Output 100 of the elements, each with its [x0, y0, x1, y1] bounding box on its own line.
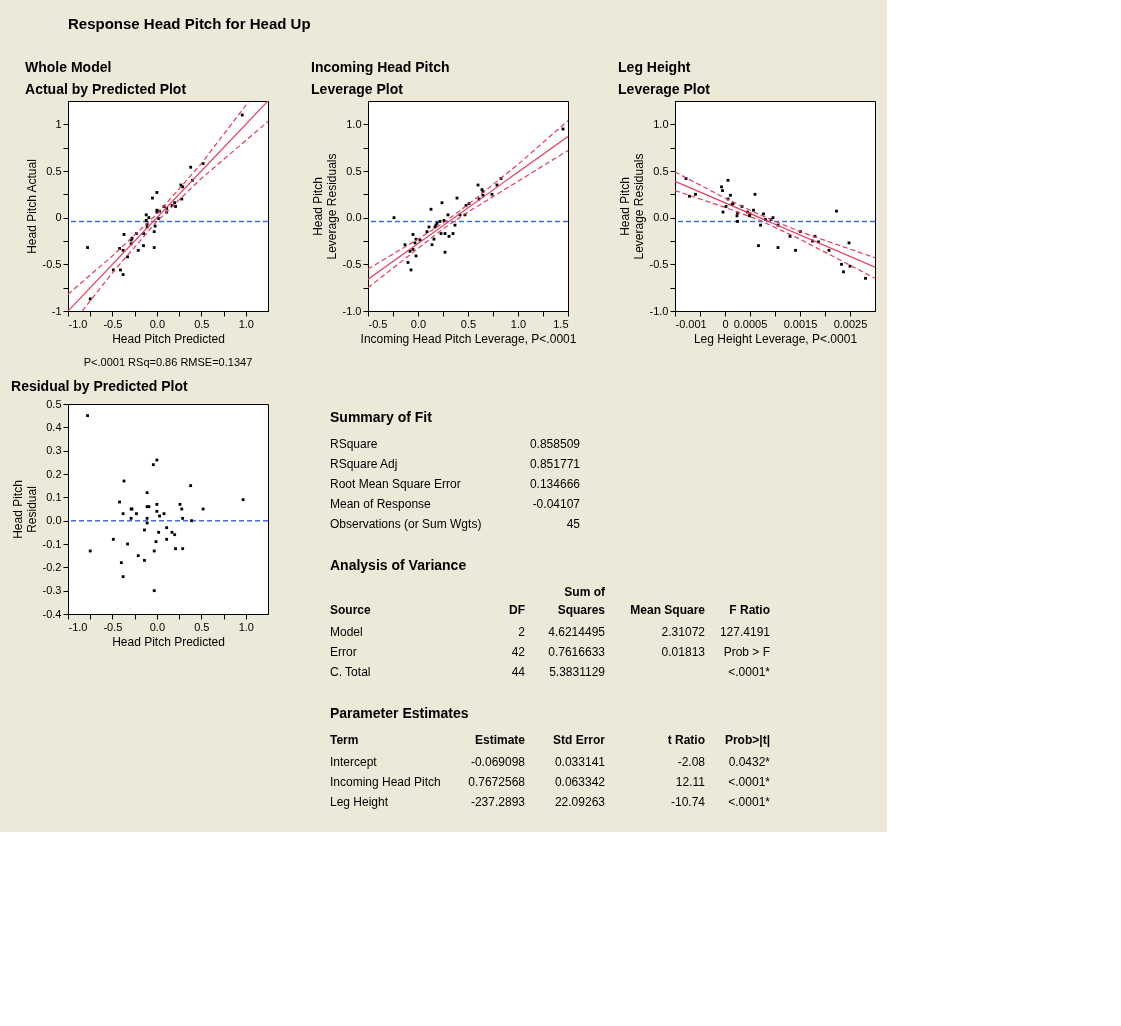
- text: 0.7672568: [468, 775, 526, 789]
- x-axis-title: Incoming Head Pitch Leverage, P<.0001: [360, 331, 577, 346]
- y-axis-title: Head Pitch Residual: [10, 480, 39, 539]
- text: 0.033141: [554, 755, 606, 769]
- y-tick-label: -1.0: [649, 304, 669, 317]
- y-axis-title: Head Pitch Actual: [24, 159, 39, 254]
- y-tick-label: -0.4: [42, 607, 62, 620]
- x-tick-label: 0.0015: [783, 317, 818, 330]
- y-tick-label: 0.0: [46, 514, 62, 527]
- chart-title: Incoming Head Pitch: [311, 59, 450, 75]
- y-tick-label: 0.5: [653, 164, 669, 177]
- text: Model: [330, 625, 363, 639]
- x-tick-label: 0.0025: [833, 317, 868, 330]
- text: 0.063342: [554, 775, 606, 789]
- y-tick-label: 0.2: [46, 467, 62, 480]
- y-tick-label: 0.0: [653, 211, 669, 224]
- y-tick-label: -1: [51, 304, 62, 317]
- y-tick-label: 0.3: [46, 444, 62, 457]
- text: Error: [330, 645, 357, 659]
- y-tick-label: -0.3: [42, 584, 62, 597]
- text: <.0001*: [728, 795, 771, 809]
- category-label: Sum of Squares: [557, 585, 606, 617]
- chart-title: Whole Model: [25, 59, 112, 75]
- y-tick-label: -0.5: [42, 257, 62, 270]
- x-tick-label: 1.0: [238, 317, 254, 330]
- category-label: Estimate: [474, 733, 526, 747]
- category-label: DF: [509, 603, 525, 617]
- chart-title: Leg Height: [618, 59, 691, 75]
- y-tick-label: 0.5: [46, 397, 62, 410]
- category-label: t Ratio: [667, 733, 705, 747]
- y-tick-label: -1.0: [342, 304, 362, 317]
- text: Observations (or Sum Wgts): [330, 517, 482, 531]
- x-tick-label: -1.0: [68, 317, 88, 330]
- y-tick-label: 0.1: [46, 490, 62, 503]
- x-tick-label: 0.0005: [733, 317, 768, 330]
- text: -10.74: [670, 795, 706, 809]
- category-label: Prob>|t|: [724, 733, 770, 747]
- y-axis-title: Head Pitch Leverage Residuals: [310, 153, 339, 260]
- y-tick-label: 0: [55, 211, 62, 224]
- text: Incoming Head Pitch: [330, 775, 441, 789]
- text: <.0001*: [728, 665, 771, 679]
- text: -0.04107: [532, 497, 581, 511]
- x-tick-label: 1.0: [238, 620, 254, 633]
- text: 5.3831129: [549, 665, 606, 679]
- x-tick-label: 1.0: [510, 317, 527, 330]
- text: Parameter Estimates: [330, 705, 469, 721]
- y-tick-label: 1.0: [653, 117, 669, 130]
- text: 0.851771: [529, 457, 581, 471]
- text: Root Mean Square Error: [330, 477, 461, 491]
- category-label: Source: [330, 603, 372, 617]
- x-tick-label: 1.5: [553, 317, 569, 330]
- y-tick-label: 0.5: [46, 164, 62, 177]
- text: Leg Height: [330, 795, 389, 809]
- text: RSquare: [330, 437, 378, 451]
- x-axis-title: Head Pitch Predicted: [112, 634, 225, 649]
- text: Prob > F: [723, 645, 770, 659]
- y-axis-title: Head Pitch Leverage Residuals: [617, 153, 646, 260]
- text: 12.11: [675, 775, 706, 789]
- category-label: Term: [330, 733, 359, 747]
- x-tick-label: -0.001: [675, 317, 707, 330]
- text: 4.6214495: [548, 625, 606, 639]
- y-tick-label: -0.5: [649, 257, 669, 270]
- x-tick-label: -0.5: [368, 317, 388, 330]
- x-tick-label: 0.0: [149, 317, 166, 330]
- x-tick-label: 0.5: [194, 317, 210, 330]
- text: 0.01813: [661, 645, 706, 659]
- chart-subtitle: Actual by Predicted Plot: [25, 81, 187, 97]
- y-tick-label: 1.0: [346, 117, 362, 130]
- category-label: F Ratio: [729, 603, 770, 617]
- x-tick-label: -0.5: [103, 317, 123, 330]
- text: C. Total: [330, 665, 371, 679]
- y-tick-label: -0.1: [42, 537, 62, 550]
- x-tick-label: 0.5: [460, 317, 477, 330]
- x-axis-title: Head Pitch Predicted: [112, 331, 225, 346]
- chart-title: Residual by Predicted Plot: [11, 378, 188, 394]
- y-tick-label: 0.4: [46, 420, 62, 433]
- text: 0.134666: [529, 477, 581, 491]
- text: 0.858509: [529, 437, 581, 451]
- text: -237.2893: [470, 795, 526, 809]
- text: <.0001*: [728, 775, 771, 789]
- chart-subtitle: Leverage Plot: [618, 81, 711, 97]
- x-tick-label: 0: [722, 317, 729, 330]
- category-label: Std Error: [552, 733, 606, 747]
- text: -2.08: [677, 755, 706, 769]
- y-tick-label: 0.5: [346, 164, 362, 177]
- text: 0.7616633: [548, 645, 606, 659]
- text: Intercept: [330, 755, 378, 769]
- text: Response Head Pitch for Head Up: [68, 15, 311, 32]
- text: 2.31072: [661, 625, 706, 639]
- x-tick-label: 0.0: [410, 317, 427, 330]
- text: Mean of Response: [330, 497, 432, 511]
- x-tick-label: 0.5: [194, 620, 210, 633]
- x-tick-label: -0.5: [103, 620, 123, 633]
- text: 22.09263: [554, 795, 606, 809]
- category-label: Mean Square: [630, 603, 706, 617]
- x-axis-title: Leg Height Leverage, P<.0001: [693, 331, 858, 346]
- text: 0.0432*: [728, 755, 771, 769]
- text: P<.0001 RSq=0.86 RMSE=0.1347: [83, 356, 253, 368]
- y-tick-label: -0.2: [42, 560, 62, 573]
- chart-subtitle: Leverage Plot: [311, 81, 404, 97]
